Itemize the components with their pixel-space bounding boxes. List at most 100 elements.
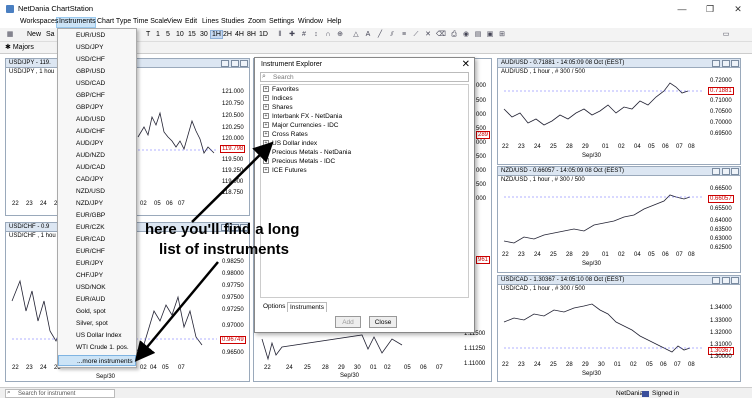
expand-icon[interactable]: + (263, 86, 269, 93)
dropdown-item[interactable]: EUR/AUD (76, 296, 106, 303)
dropdown-item[interactable]: AUD/USD (76, 116, 106, 123)
menu-studies[interactable]: Studies (221, 18, 245, 25)
timeframe-8h[interactable]: 8H (247, 31, 256, 38)
dropdown-item[interactable]: WTI Crude 1. pos. (76, 344, 129, 351)
close-button[interactable]: Close (369, 316, 397, 328)
dropdown-item[interactable]: CHF/JPY (76, 272, 104, 279)
save-button[interactable]: Sa (46, 31, 55, 38)
tree-node-major-currencies[interactable]: + Major Currencies - IDC (263, 122, 338, 129)
panel-maximize-button[interactable] (722, 60, 730, 67)
dropdown-item[interactable]: USD/NOK (76, 284, 106, 291)
dropdown-item[interactable]: USD/CAD (76, 80, 106, 87)
panel-minimize-button[interactable] (221, 60, 229, 67)
timeframe-15[interactable]: 15 (188, 31, 196, 38)
close-window-button[interactable]: ✕ (734, 4, 742, 14)
dropdown-item[interactable]: EUR/CZK (76, 224, 105, 231)
layout-icon[interactable]: ⊞ (499, 31, 505, 38)
minimize-button[interactable]: — (677, 4, 687, 14)
dialog-close-icon[interactable]: ✕ (461, 59, 470, 70)
timeframe-1[interactable]: 1 (156, 31, 160, 38)
panel-maximize-button[interactable] (722, 168, 730, 175)
dropdown-item[interactable]: US Dollar Index (76, 332, 122, 339)
delete-tool-icon[interactable]: ✕ (425, 31, 431, 38)
camera-icon[interactable]: ◉ (462, 31, 470, 38)
menu-chart-type[interactable]: Chart Type (97, 18, 132, 25)
menu-instruments[interactable]: Instruments (59, 18, 96, 25)
dropdown-item[interactable]: EUR/JPY (76, 260, 104, 267)
chart-panel-usdcad[interactable]: USD/CAD - 1.30367 - 14:05:10 08 Oct (EES… (497, 275, 741, 382)
expand-icon[interactable]: + (263, 131, 269, 138)
tree-node-favorites[interactable]: + Favorites (263, 86, 299, 93)
panel-close-button[interactable] (731, 60, 739, 67)
dropdown-item[interactable]: GBP/JPY (76, 104, 104, 111)
dropdown-item[interactable]: CAD/JPY (76, 176, 104, 183)
tree-node-shares[interactable]: + Shares (263, 104, 293, 111)
erase-tool-icon[interactable]: ⌫ (436, 31, 446, 38)
panel-close-button[interactable] (731, 168, 739, 175)
panel-minimize-button[interactable] (712, 60, 720, 67)
bar-chart-icon[interactable]: ⫴ (278, 31, 282, 38)
dropdown-item[interactable]: GBP/CHF (76, 92, 105, 99)
bell-icon[interactable]: △ (353, 31, 359, 38)
expand-icon[interactable]: + (263, 104, 269, 111)
dropdown-item[interactable]: NZD/USD (76, 188, 105, 195)
dropdown-item[interactable]: GBP/USD (76, 68, 106, 75)
channel-tool-icon[interactable]: ⫽ (390, 31, 394, 38)
zoom-icon[interactable]: ⊕ (337, 31, 343, 38)
timeframe-1d[interactable]: 1D (259, 31, 268, 38)
tab-instruments[interactable]: Instruments (287, 302, 327, 312)
panel-close-button[interactable] (240, 224, 248, 231)
menu-lines[interactable]: Lines (202, 18, 219, 25)
window-tile-icon[interactable]: ▣ (486, 31, 494, 38)
tree-node-interbank-fx[interactable]: + Interbank FX - NetDania (263, 113, 342, 120)
panel-minimize-button[interactable] (712, 168, 720, 175)
dropdown-item[interactable]: Silver, spot (76, 320, 108, 327)
panel-close-button[interactable] (731, 277, 739, 284)
dropdown-item[interactable]: AUD/JPY (76, 140, 104, 147)
line-tool-icon[interactable]: ╱ (377, 31, 383, 38)
tab-options[interactable]: Options (263, 303, 286, 310)
tree-node-cross-rates[interactable]: + Cross Rates (263, 131, 308, 138)
menu-settings[interactable]: Settings (269, 18, 295, 25)
menu-workspaces[interactable]: Workspaces (20, 18, 59, 25)
menu-time-scale[interactable]: Time Scale (133, 18, 168, 25)
timeframe-2h[interactable]: 2H (223, 31, 232, 38)
panel-maximize-button[interactable] (231, 224, 239, 231)
tree-node-indices[interactable]: + Indices (263, 95, 293, 102)
expand-icon[interactable]: + (263, 95, 269, 102)
menu-view[interactable]: View (167, 18, 183, 25)
timeframe-1h[interactable]: 1H (210, 30, 223, 39)
new-button[interactable]: New (27, 31, 42, 38)
dropdown-item[interactable]: NZD/JPY (76, 200, 104, 207)
menu-help[interactable]: Help (327, 18, 342, 25)
fib-tool-icon[interactable]: ≡ (401, 31, 407, 38)
magnet-icon[interactable]: ∩ (325, 31, 331, 38)
tree-node-ice-futures[interactable]: + ICE Futures (263, 167, 307, 174)
dropdown-item[interactable]: EUR/GBP (76, 212, 106, 219)
maximize-button[interactable]: ❐ (705, 4, 715, 14)
trend-tool-icon[interactable]: ⟋ (413, 31, 419, 38)
cursor-icon[interactable]: ↕ (314, 31, 318, 38)
add-button[interactable]: Add (335, 316, 361, 328)
print-icon[interactable]: ⎙ (451, 31, 457, 38)
menu-window[interactable]: Window (298, 18, 323, 25)
timeframe-30[interactable]: 30 (200, 31, 208, 38)
timeframe-5[interactable]: 5 (166, 31, 170, 38)
dropdown-item[interactable]: AUD/NZD (76, 152, 105, 159)
dropdown-item[interactable]: EUR/USD (76, 32, 106, 39)
timeframe-4h[interactable]: 4H (235, 31, 244, 38)
panel-maximize-button[interactable] (722, 277, 730, 284)
chart-panel-audusd[interactable]: AUD/USD - 0.71881 - 14:05:09 08 Oct (EES… (497, 58, 741, 165)
tab-majors[interactable]: ✱ Majors (5, 44, 34, 51)
panel-close-button[interactable] (240, 60, 248, 67)
menu-edit[interactable]: Edit (185, 18, 198, 25)
text-tool-icon[interactable]: A (365, 31, 371, 38)
crosshair-icon[interactable]: ✚ (289, 31, 295, 38)
panel-maximize-button[interactable] (231, 60, 239, 67)
chart-panel-nzdusd[interactable]: NZD/USD - 0.66057 - 14:05:09 08 Oct (EES… (497, 166, 741, 273)
dropdown-item[interactable]: AUD/CHF (76, 128, 105, 135)
dropdown-item[interactable]: Gold, spot (76, 308, 106, 315)
explorer-search-input[interactable]: Search (260, 72, 469, 82)
dropdown-item[interactable]: USD/CHF (76, 56, 105, 63)
screen-icon[interactable]: ▭ (722, 31, 730, 38)
